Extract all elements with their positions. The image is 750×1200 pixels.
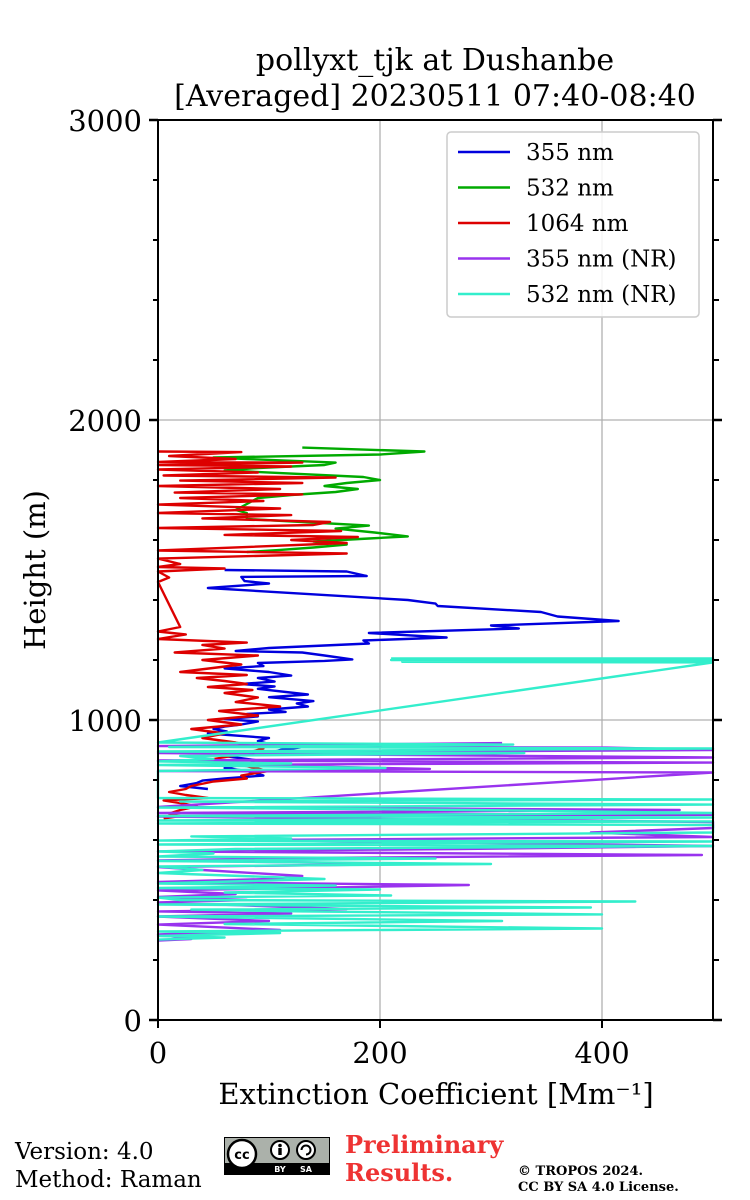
legend-label-2: 1064 nm xyxy=(526,211,629,237)
y-tick-label: 2000 xyxy=(68,404,142,438)
legend-box xyxy=(446,131,700,318)
x-axis-label: Extinction Coefficient [Mm⁻¹] xyxy=(218,1077,653,1111)
sa-label: SA xyxy=(300,1165,313,1174)
cc-icon xyxy=(226,1138,258,1170)
preliminary-line1: Preliminary xyxy=(345,1130,504,1159)
footer-info: Version: 4.0 Method: Raman xyxy=(15,1138,202,1194)
legend-label-0: 355 nm xyxy=(526,140,614,166)
copyright-notice: © TROPOS 2024. CC BY SA 4.0 License. xyxy=(518,1164,679,1196)
copyright-line1: © TROPOS 2024. xyxy=(518,1164,644,1179)
chart-title-line2: [Averaged] 20230511 07:40-08:40 xyxy=(174,79,696,114)
x-tick-label: 400 xyxy=(574,1036,629,1070)
legend-label-3: 355 nm (NR) xyxy=(526,247,677,273)
by-label: BY xyxy=(274,1165,286,1174)
preliminary-line2: Results. xyxy=(345,1158,454,1187)
y-tick-label: 0 xyxy=(124,1004,142,1038)
legend: 355 nm 532 nm 1064 nm 355 nm (NR) 532 nm (NR… xyxy=(446,131,700,318)
plot-frame xyxy=(157,119,714,1021)
y-tick-label: 1000 xyxy=(68,704,142,738)
y-tick-label: 3000 xyxy=(68,104,142,138)
axis-ticks: 0 200 400 0 1000 2000 3000 xyxy=(68,104,722,1070)
version-text: Version: 4.0 xyxy=(15,1139,154,1165)
sa-icon xyxy=(296,1140,316,1160)
y-axis-label: Height (m) xyxy=(18,490,52,650)
series-lines xyxy=(156,446,715,942)
legend-label-4: 532 nm (NR) xyxy=(526,282,677,308)
chart-title-line1: pollyxt_tjk at Dushanbe xyxy=(255,43,615,78)
x-tick-label: 200 xyxy=(352,1036,407,1070)
svg-text:cc: cc xyxy=(234,1148,249,1163)
cc-license-badge: cc BY SA xyxy=(224,1137,330,1175)
x-tick-label: 0 xyxy=(149,1036,167,1070)
legend-label-1: 532 nm xyxy=(526,176,614,202)
preliminary-notice: Preliminary Results. xyxy=(345,1131,503,1187)
copyright-line2: CC BY SA 4.0 License. xyxy=(518,1180,679,1195)
method-text: Method: Raman xyxy=(15,1167,202,1193)
